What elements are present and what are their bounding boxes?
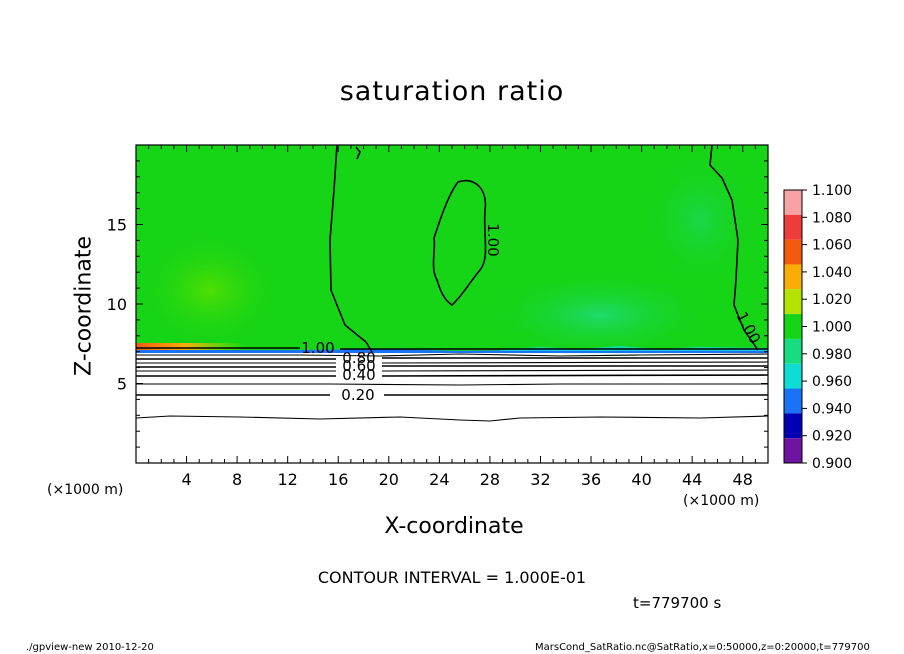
contour-0.50 (136, 369, 768, 372)
contour-1.00-top (355, 146, 361, 160)
colorbar-swatch (784, 239, 802, 265)
contour-interval: CONTOUR INTERVAL = 1.000E-01 (317, 568, 587, 587)
x-tick-label: 20 (379, 470, 399, 489)
x-tick-label: 32 (530, 470, 550, 489)
x-tick-label: 4 (181, 470, 191, 489)
colorbar-label: 1.100 (812, 183, 852, 199)
colorbar: 1.100 1.080 1.060 1.040 1.020 1.000 0.980 0.960… (783, 183, 852, 472)
time-stamp: t=779700 s (633, 594, 722, 612)
contour-0.30 (136, 383, 768, 386)
contour-label: 1.00 (484, 223, 502, 256)
colorbar-swatch (784, 264, 802, 290)
contour-0.70 (136, 361, 768, 364)
contour-label: 1.00 (301, 339, 334, 357)
colorbar-swatch (784, 289, 802, 315)
colorbar-swatch (784, 214, 802, 240)
x-tick-label: 28 (480, 470, 500, 489)
contour-0.10 (136, 415, 768, 422)
x-tick-label: 36 (581, 470, 601, 489)
x-unit-right: (×1000 m) (683, 493, 760, 509)
colorbar-swatch (784, 314, 802, 339)
x-tick-label: 40 (631, 470, 651, 489)
colorbar-swatch (784, 190, 802, 215)
colorbar-label: 1.060 (812, 238, 852, 254)
contour-1.00-right (709, 145, 759, 351)
y-tick-label: 10 (107, 295, 127, 314)
contour-1.00-left (329, 145, 373, 353)
colorbar-swatch (784, 338, 802, 364)
y-tick-label: 5 (117, 375, 127, 394)
contour-0.60 (136, 365, 768, 368)
y-tick-label: 15 (107, 216, 127, 235)
contour-0.40 (136, 374, 768, 377)
contour-0.90 (136, 353, 768, 357)
contour-label: 0.40 (342, 366, 375, 384)
contour-label: 0.80 (342, 349, 375, 367)
contour-0.80 (136, 357, 768, 360)
x-tick-label: 48 (733, 470, 753, 489)
colorbar-label: 1.080 (812, 210, 852, 226)
colorbar-label: 0.980 (812, 347, 852, 363)
colorbar-label: 0.900 (812, 456, 852, 472)
colorbar-label: 0.920 (812, 429, 852, 445)
contour-lines (136, 145, 768, 422)
colorbar-label: 0.960 (812, 374, 852, 390)
x-tick-label: 8 (232, 470, 242, 489)
footer-right: MarsCond_SatRatio.nc@SatRatio,x=0:50000,… (535, 642, 870, 653)
x-tick-label: 44 (682, 470, 702, 489)
colorbar-swatch (784, 438, 802, 463)
colorbar-swatch (784, 363, 802, 389)
chart-title: saturation ratio (339, 76, 565, 107)
x-tick-label: 16 (328, 470, 348, 489)
colorbar-swatch (784, 413, 802, 439)
x-tick-label: 12 (278, 470, 298, 489)
colorbar-label: 1.020 (812, 292, 852, 308)
contour-label: 0.60 (342, 357, 375, 375)
x-unit-left: (×1000 m) (47, 482, 124, 498)
colorbar-swatch (784, 388, 802, 414)
x-axis-label: X-coordinate (384, 514, 524, 539)
contour-1.00-surface (136, 347, 768, 350)
contour-1.00-closed (432, 179, 487, 306)
x-tick-label: 24 (429, 470, 449, 489)
colorbar-label: 0.940 (812, 401, 852, 417)
footer-left: ./gpview-new 2010-12-20 (26, 642, 154, 653)
colorbar-label: 1.040 (812, 265, 852, 281)
colorbar-label: 1.000 (812, 320, 852, 336)
contour-label: 0.20 (341, 386, 374, 404)
